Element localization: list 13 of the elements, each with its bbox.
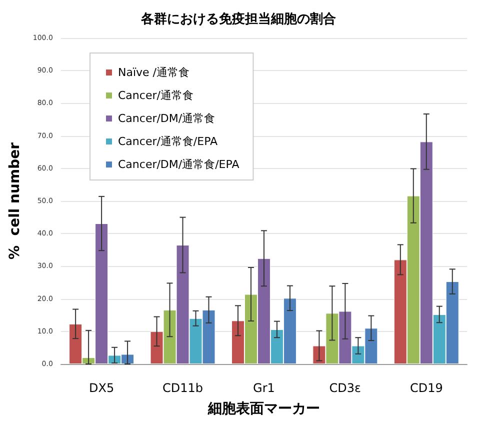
legend-label: Cancer/DM/通常食/EPA — [118, 158, 240, 171]
legend-label: Naïve /通常食 — [118, 66, 190, 79]
x-axis-title: 細胞表面マーカー — [206, 401, 320, 417]
x-tick-label: CD3ε — [329, 381, 362, 395]
x-tick-label: DX5 — [88, 381, 114, 395]
chart-title: 各群における免疫担当細胞の割合 — [140, 11, 336, 27]
legend-label: Cancer/通常食/EPA — [118, 135, 218, 148]
y-axis-title: % cell number — [7, 142, 23, 260]
legend-label: Cancer/DM/通常食 — [118, 112, 216, 125]
x-tick-label: Gr1 — [253, 381, 275, 395]
x-tick-label: CD11b — [162, 381, 204, 395]
x-tick-label: CD19 — [410, 381, 443, 395]
legend-label: Cancer/通常食 — [118, 89, 194, 102]
